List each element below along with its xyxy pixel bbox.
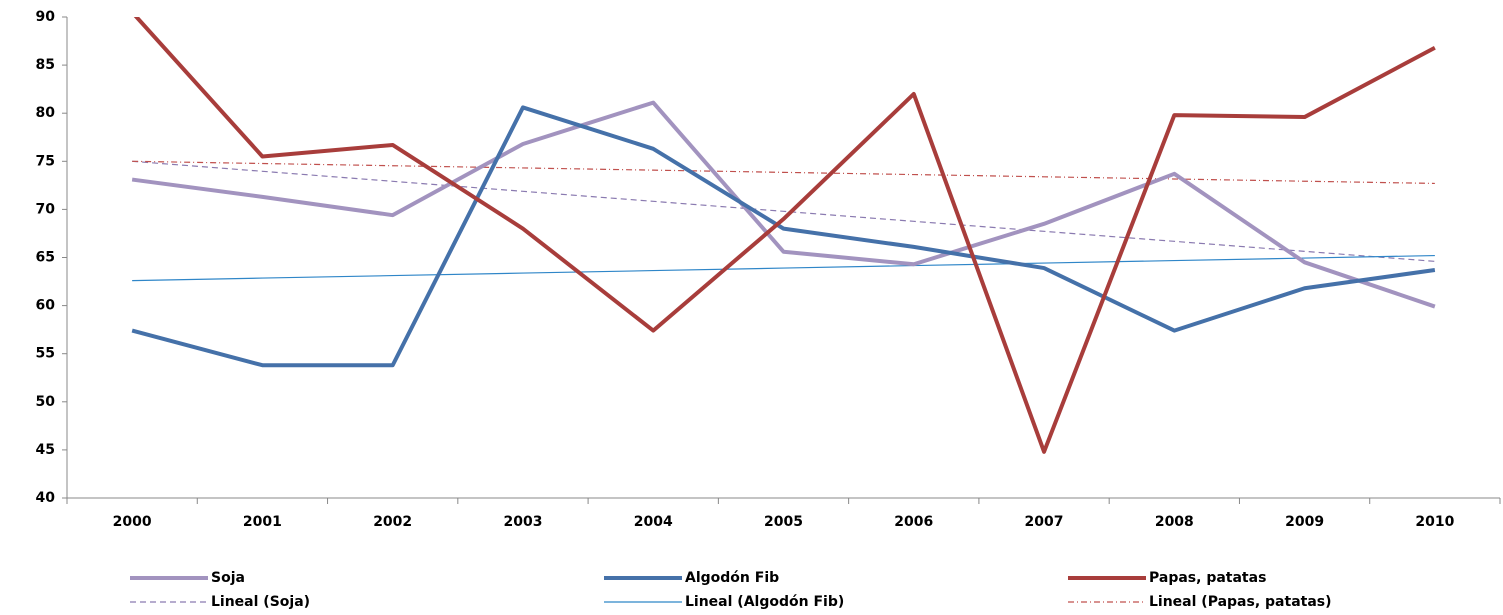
y-tick-label: 55 [36,346,55,362]
y-tick-label: 60 [36,298,56,314]
legend-label: Algodón Fib [685,570,779,586]
x-tick-label: 2005 [764,514,803,530]
x-tick-label: 2000 [113,514,152,530]
y-tick-label: 75 [36,153,55,169]
legend-label: Lineal (Soja) [211,594,310,610]
x-tick-label: 2001 [243,514,282,530]
plot-area [131,17,1436,454]
legend-label: Soja [211,570,245,586]
y-tick-label: 90 [36,9,56,25]
y-tick-label: 80 [36,105,56,121]
legend-label: Lineal (Papas, patatas) [1149,594,1332,610]
x-tick-label: 2007 [1025,514,1064,530]
series-line [132,160,1435,262]
series-line [132,254,1435,282]
series-line [133,17,1436,454]
legend-label: Papas, patatas [1149,570,1266,586]
x-tick-label: 2009 [1285,514,1324,530]
x-tick-label: 2008 [1155,514,1194,530]
series-line [132,160,1435,185]
y-tick-label: 70 [36,201,56,217]
series-line [131,100,1436,309]
y-tick-label: 45 [36,442,55,458]
y-tick-label: 65 [36,250,55,266]
y-tick-label: 50 [36,394,56,410]
x-tick-label: 2010 [1415,514,1454,530]
x-tick-label: 2004 [634,514,673,530]
x-tick-label: 2003 [503,514,542,530]
series-line [131,105,1436,368]
x-tick-label: 2002 [373,514,412,530]
y-tick-label: 40 [36,490,56,506]
x-tick-label: 2006 [894,514,933,530]
y-tick-label: 85 [36,57,55,73]
legend-label: Lineal (Algodón Fib) [685,594,844,610]
